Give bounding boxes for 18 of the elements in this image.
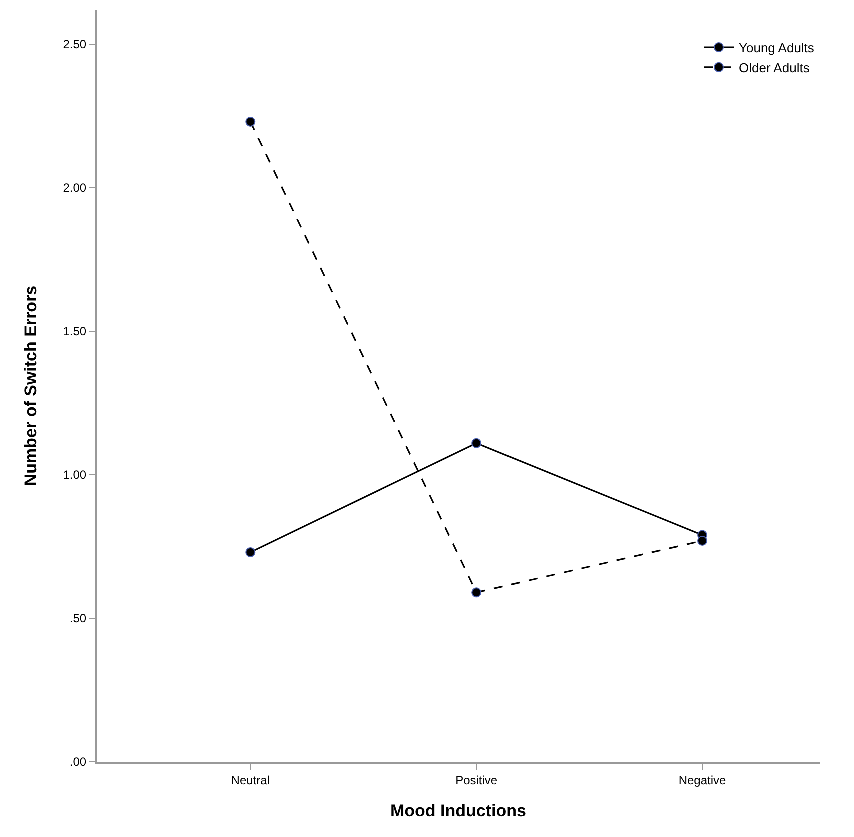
point bbox=[472, 588, 482, 598]
x-tick-label: Positive bbox=[456, 773, 498, 788]
legend-label: Older Adults bbox=[739, 60, 810, 76]
x-tick-label: Negative bbox=[678, 773, 727, 788]
y-tick-label: 2.00 bbox=[63, 181, 87, 196]
y-tick-label: 1.50 bbox=[63, 324, 87, 339]
y-axis-title: Number of Switch Errors bbox=[21, 286, 40, 486]
point bbox=[246, 547, 256, 558]
legend-label: Young Adults bbox=[739, 40, 815, 56]
point bbox=[698, 536, 708, 546]
y-tick-label: 1.00 bbox=[63, 468, 87, 482]
x-tick-label: Neutral bbox=[231, 773, 270, 788]
point bbox=[246, 116, 256, 127]
y-tick-label: .50 bbox=[70, 612, 87, 626]
x-axis-title: Mood Inductions bbox=[390, 801, 526, 820]
y-tick-label: 2.50 bbox=[63, 38, 87, 52]
point bbox=[472, 438, 482, 448]
y-tick-label: .00 bbox=[70, 755, 87, 770]
